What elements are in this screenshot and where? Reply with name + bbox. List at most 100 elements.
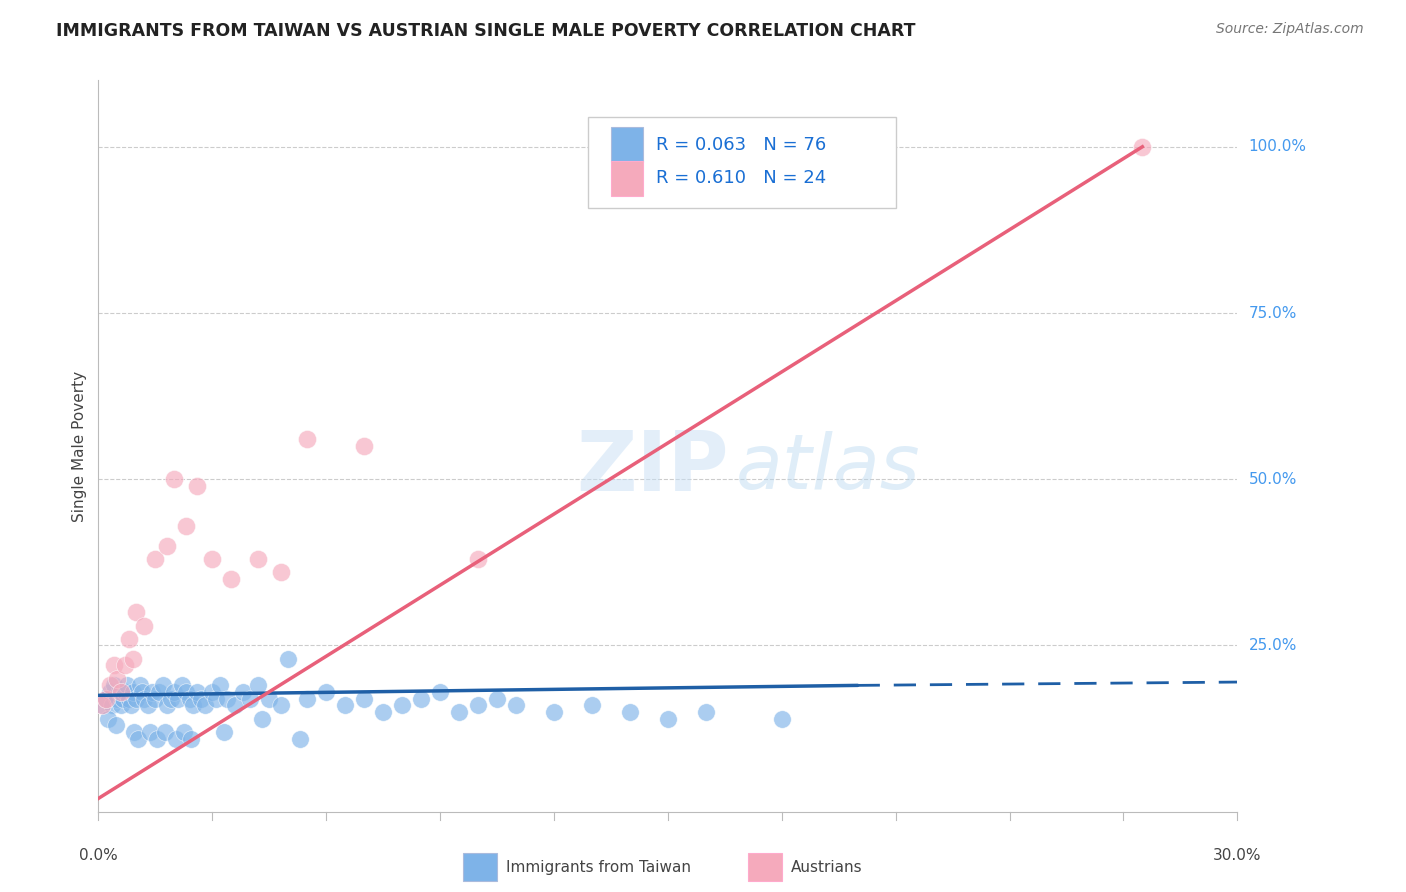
Point <box>131 685 153 699</box>
Point <box>259 691 281 706</box>
Point <box>120 698 142 713</box>
Point <box>205 691 228 706</box>
Point <box>127 731 149 746</box>
Text: 0.0%: 0.0% <box>79 848 118 863</box>
Text: atlas: atlas <box>737 431 921 505</box>
Text: R = 0.610   N = 24: R = 0.610 N = 24 <box>657 169 827 187</box>
Point <box>315 685 337 699</box>
Point <box>91 698 114 713</box>
Point <box>91 698 114 713</box>
Text: R = 0.063   N = 76: R = 0.063 N = 76 <box>657 136 827 153</box>
Bar <box>612 127 643 162</box>
Point <box>156 698 179 713</box>
Point <box>1132 140 1154 154</box>
Text: Immigrants from Taiwan: Immigrants from Taiwan <box>506 860 692 875</box>
Point <box>159 691 181 706</box>
Point <box>98 685 121 699</box>
Point <box>112 691 135 706</box>
Point <box>201 685 224 699</box>
Point <box>239 691 262 706</box>
Point <box>152 678 174 692</box>
Point <box>163 472 186 486</box>
Point <box>167 691 190 706</box>
Point <box>186 685 208 699</box>
Point <box>136 698 159 713</box>
Point <box>107 672 129 686</box>
Point <box>543 705 565 719</box>
Point <box>100 698 122 713</box>
Point <box>371 705 394 719</box>
Text: 50.0%: 50.0% <box>1249 472 1296 487</box>
Point <box>429 685 451 699</box>
Text: IMMIGRANTS FROM TAIWAN VS AUSTRIAN SINGLE MALE POVERTY CORRELATION CHART: IMMIGRANTS FROM TAIWAN VS AUSTRIAN SINGL… <box>56 22 915 40</box>
Point <box>467 698 489 713</box>
Point <box>104 718 127 732</box>
Point <box>121 685 143 699</box>
Bar <box>612 161 643 196</box>
Point <box>110 685 132 699</box>
Point <box>118 691 141 706</box>
Point <box>145 691 167 706</box>
Point <box>391 698 413 713</box>
Point <box>297 691 319 706</box>
Point <box>121 652 143 666</box>
Point <box>132 691 155 706</box>
Point <box>103 678 125 692</box>
FancyBboxPatch shape <box>588 117 896 209</box>
Point <box>208 678 231 692</box>
Point <box>114 658 136 673</box>
Point <box>353 691 375 706</box>
Text: 100.0%: 100.0% <box>1249 139 1306 154</box>
Point <box>107 691 129 706</box>
Point <box>486 691 509 706</box>
Point <box>190 691 212 706</box>
Point <box>174 518 197 533</box>
Point <box>695 705 717 719</box>
Point <box>97 712 120 726</box>
Point <box>270 566 292 580</box>
Point <box>153 725 176 739</box>
Text: 30.0%: 30.0% <box>1213 848 1261 863</box>
Point <box>165 731 187 746</box>
Point <box>148 685 170 699</box>
Point <box>657 712 679 726</box>
Point <box>170 678 193 692</box>
Point <box>619 705 641 719</box>
Point <box>174 685 197 699</box>
Point <box>246 678 269 692</box>
Point <box>505 698 527 713</box>
Point <box>224 698 246 713</box>
Point <box>125 691 148 706</box>
Point <box>132 618 155 632</box>
Point <box>179 691 201 706</box>
Point <box>194 698 217 713</box>
Point <box>201 552 224 566</box>
Point <box>138 725 160 739</box>
Point <box>581 698 603 713</box>
Point <box>115 678 138 692</box>
Point <box>186 479 208 493</box>
Y-axis label: Single Male Poverty: Single Male Poverty <box>72 370 87 522</box>
Point <box>146 731 169 746</box>
Point <box>173 725 195 739</box>
Text: Source: ZipAtlas.com: Source: ZipAtlas.com <box>1216 22 1364 37</box>
Point <box>335 698 357 713</box>
Point <box>447 705 470 719</box>
Point <box>411 691 433 706</box>
Point <box>145 552 167 566</box>
Text: Austrians: Austrians <box>790 860 862 875</box>
Point <box>110 698 132 713</box>
Text: 25.0%: 25.0% <box>1249 638 1296 653</box>
Point <box>770 712 793 726</box>
Point <box>183 698 205 713</box>
Bar <box>463 854 498 881</box>
Point <box>129 678 152 692</box>
Point <box>277 652 299 666</box>
Point <box>103 658 125 673</box>
Point <box>217 691 239 706</box>
Point <box>232 685 254 699</box>
Point <box>250 712 273 726</box>
Point <box>94 691 117 706</box>
Point <box>180 731 202 746</box>
Point <box>288 731 311 746</box>
